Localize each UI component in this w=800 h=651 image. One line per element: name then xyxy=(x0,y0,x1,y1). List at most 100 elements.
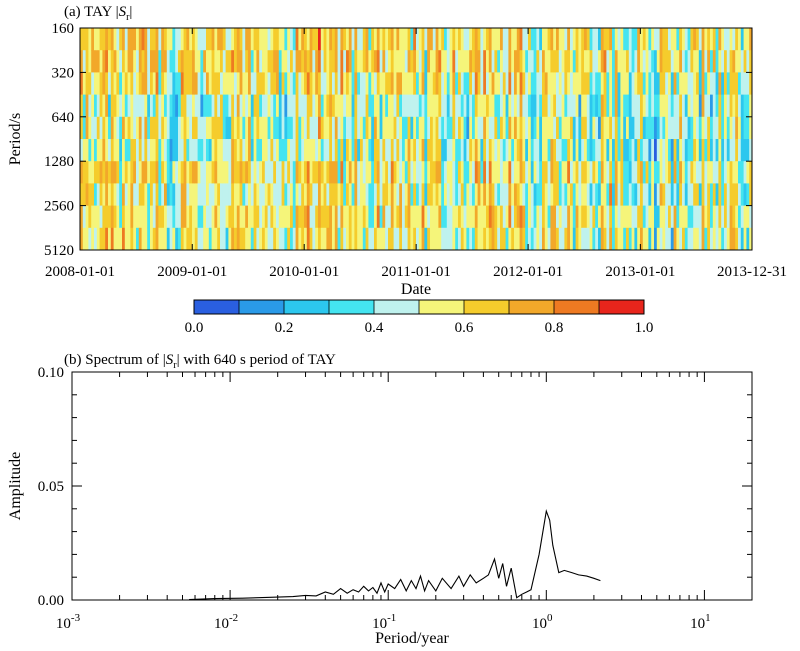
heatmap-cell xyxy=(726,116,730,140)
heatmap-cell xyxy=(295,183,299,206)
heatmap-cell xyxy=(306,227,310,251)
heatmap-cell xyxy=(469,72,473,95)
heatmap-cell xyxy=(603,161,607,184)
heatmap-cell xyxy=(147,50,151,73)
heatmap-cell xyxy=(329,161,333,184)
heatmap-cell xyxy=(278,50,282,73)
heatmap-cell xyxy=(161,183,165,206)
heatmap-cell xyxy=(245,28,249,51)
spectrum-y-tick-label: 0.00 xyxy=(38,593,64,609)
heatmap-cell xyxy=(620,139,624,162)
heatmap-cell xyxy=(726,227,730,251)
heatmap-cell xyxy=(424,227,428,251)
heatmap-cell xyxy=(284,94,288,118)
heatmap-cell xyxy=(564,72,568,95)
heatmap-cell xyxy=(472,72,476,95)
heatmap-cell xyxy=(514,28,518,51)
heatmap-cell xyxy=(192,227,196,251)
heatmap-cell xyxy=(570,116,574,140)
heatmap-cell xyxy=(371,94,375,118)
heatmap-cell xyxy=(357,161,361,184)
heatmap-cell xyxy=(416,205,420,229)
heatmap-cell xyxy=(542,183,546,206)
heatmap-cell xyxy=(402,28,406,51)
heatmap-cell xyxy=(259,205,263,229)
heatmap-cell xyxy=(564,50,568,73)
heatmap-cell xyxy=(362,205,366,229)
heatmap-cell xyxy=(735,50,739,73)
heatmap-cell xyxy=(673,50,677,73)
heatmap-cell xyxy=(172,116,176,140)
heatmap-cell xyxy=(654,94,658,118)
heatmap-cell xyxy=(404,205,408,229)
heatmap-cell xyxy=(203,227,207,251)
heatmap-cell xyxy=(211,50,215,73)
heatmap-cell xyxy=(444,227,448,251)
heatmap-cell xyxy=(281,183,285,206)
heatmap-cell xyxy=(547,72,551,95)
heatmap-cell xyxy=(340,161,344,184)
heatmap-cell xyxy=(189,161,193,184)
heatmap-cell xyxy=(693,94,697,118)
heatmap-cell xyxy=(301,72,305,95)
heatmap-cell xyxy=(530,139,534,162)
heatmap-cell xyxy=(676,139,680,162)
heatmap-cell xyxy=(298,183,302,206)
heatmap-cell xyxy=(320,139,324,162)
heatmap-cell xyxy=(158,139,162,162)
heatmap-cell xyxy=(438,205,442,229)
heatmap-cell xyxy=(220,139,224,162)
heatmap-cell xyxy=(586,28,590,51)
heatmap-cell xyxy=(544,28,548,51)
heatmap-cell xyxy=(130,50,134,73)
heatmap-cell xyxy=(295,72,299,95)
heatmap-cell xyxy=(511,205,515,229)
heatmap-cell xyxy=(253,116,257,140)
heatmap-cell xyxy=(332,94,336,118)
heatmap-cell xyxy=(458,183,462,206)
heatmap-cell xyxy=(446,139,450,162)
heatmap-cell xyxy=(357,94,361,118)
heatmap-cell xyxy=(270,72,274,95)
heatmap-cell xyxy=(396,28,400,51)
heatmap-cell xyxy=(130,227,134,251)
heatmap-cell xyxy=(427,227,431,251)
heatmap-cell xyxy=(337,161,341,184)
heatmap-cell xyxy=(491,50,495,73)
heatmap-cell xyxy=(505,139,509,162)
heatmap-cell xyxy=(301,28,305,51)
heatmap-cell xyxy=(290,50,294,73)
heatmap-cell xyxy=(575,28,579,51)
heatmap-cell xyxy=(508,28,512,51)
heatmap-cell xyxy=(197,116,201,140)
heatmap-cell xyxy=(598,72,602,95)
heatmap-cell xyxy=(474,72,478,95)
heatmap-cell xyxy=(334,139,338,162)
heatmap-cell xyxy=(306,139,310,162)
heatmap-cell xyxy=(740,227,744,251)
heatmap-cell xyxy=(284,116,288,140)
heatmap-cell xyxy=(164,183,168,206)
heatmap-cell xyxy=(477,227,481,251)
heatmap-cell xyxy=(119,116,123,140)
heatmap-cell xyxy=(698,50,702,73)
heatmap-cell xyxy=(438,227,442,251)
heatmap-cell xyxy=(662,50,666,73)
heatmap-cell xyxy=(267,139,271,162)
heatmap-cell xyxy=(385,183,389,206)
heatmap-cell xyxy=(522,116,526,140)
heatmap-cell xyxy=(662,205,666,229)
heatmap-cell xyxy=(211,205,215,229)
heatmap-cell xyxy=(85,205,89,229)
heatmap-cell xyxy=(729,183,733,206)
heatmap-cell xyxy=(640,161,644,184)
heatmap-cell xyxy=(273,227,277,251)
heatmap-cell xyxy=(385,50,389,73)
heatmap-cell xyxy=(91,116,95,140)
heatmap-cell xyxy=(410,139,414,162)
heatmap-cell xyxy=(424,94,428,118)
heatmap-cell xyxy=(726,161,730,184)
heatmap-cell xyxy=(738,28,742,51)
heatmap-cell xyxy=(413,72,417,95)
heatmap-cell xyxy=(287,94,291,118)
